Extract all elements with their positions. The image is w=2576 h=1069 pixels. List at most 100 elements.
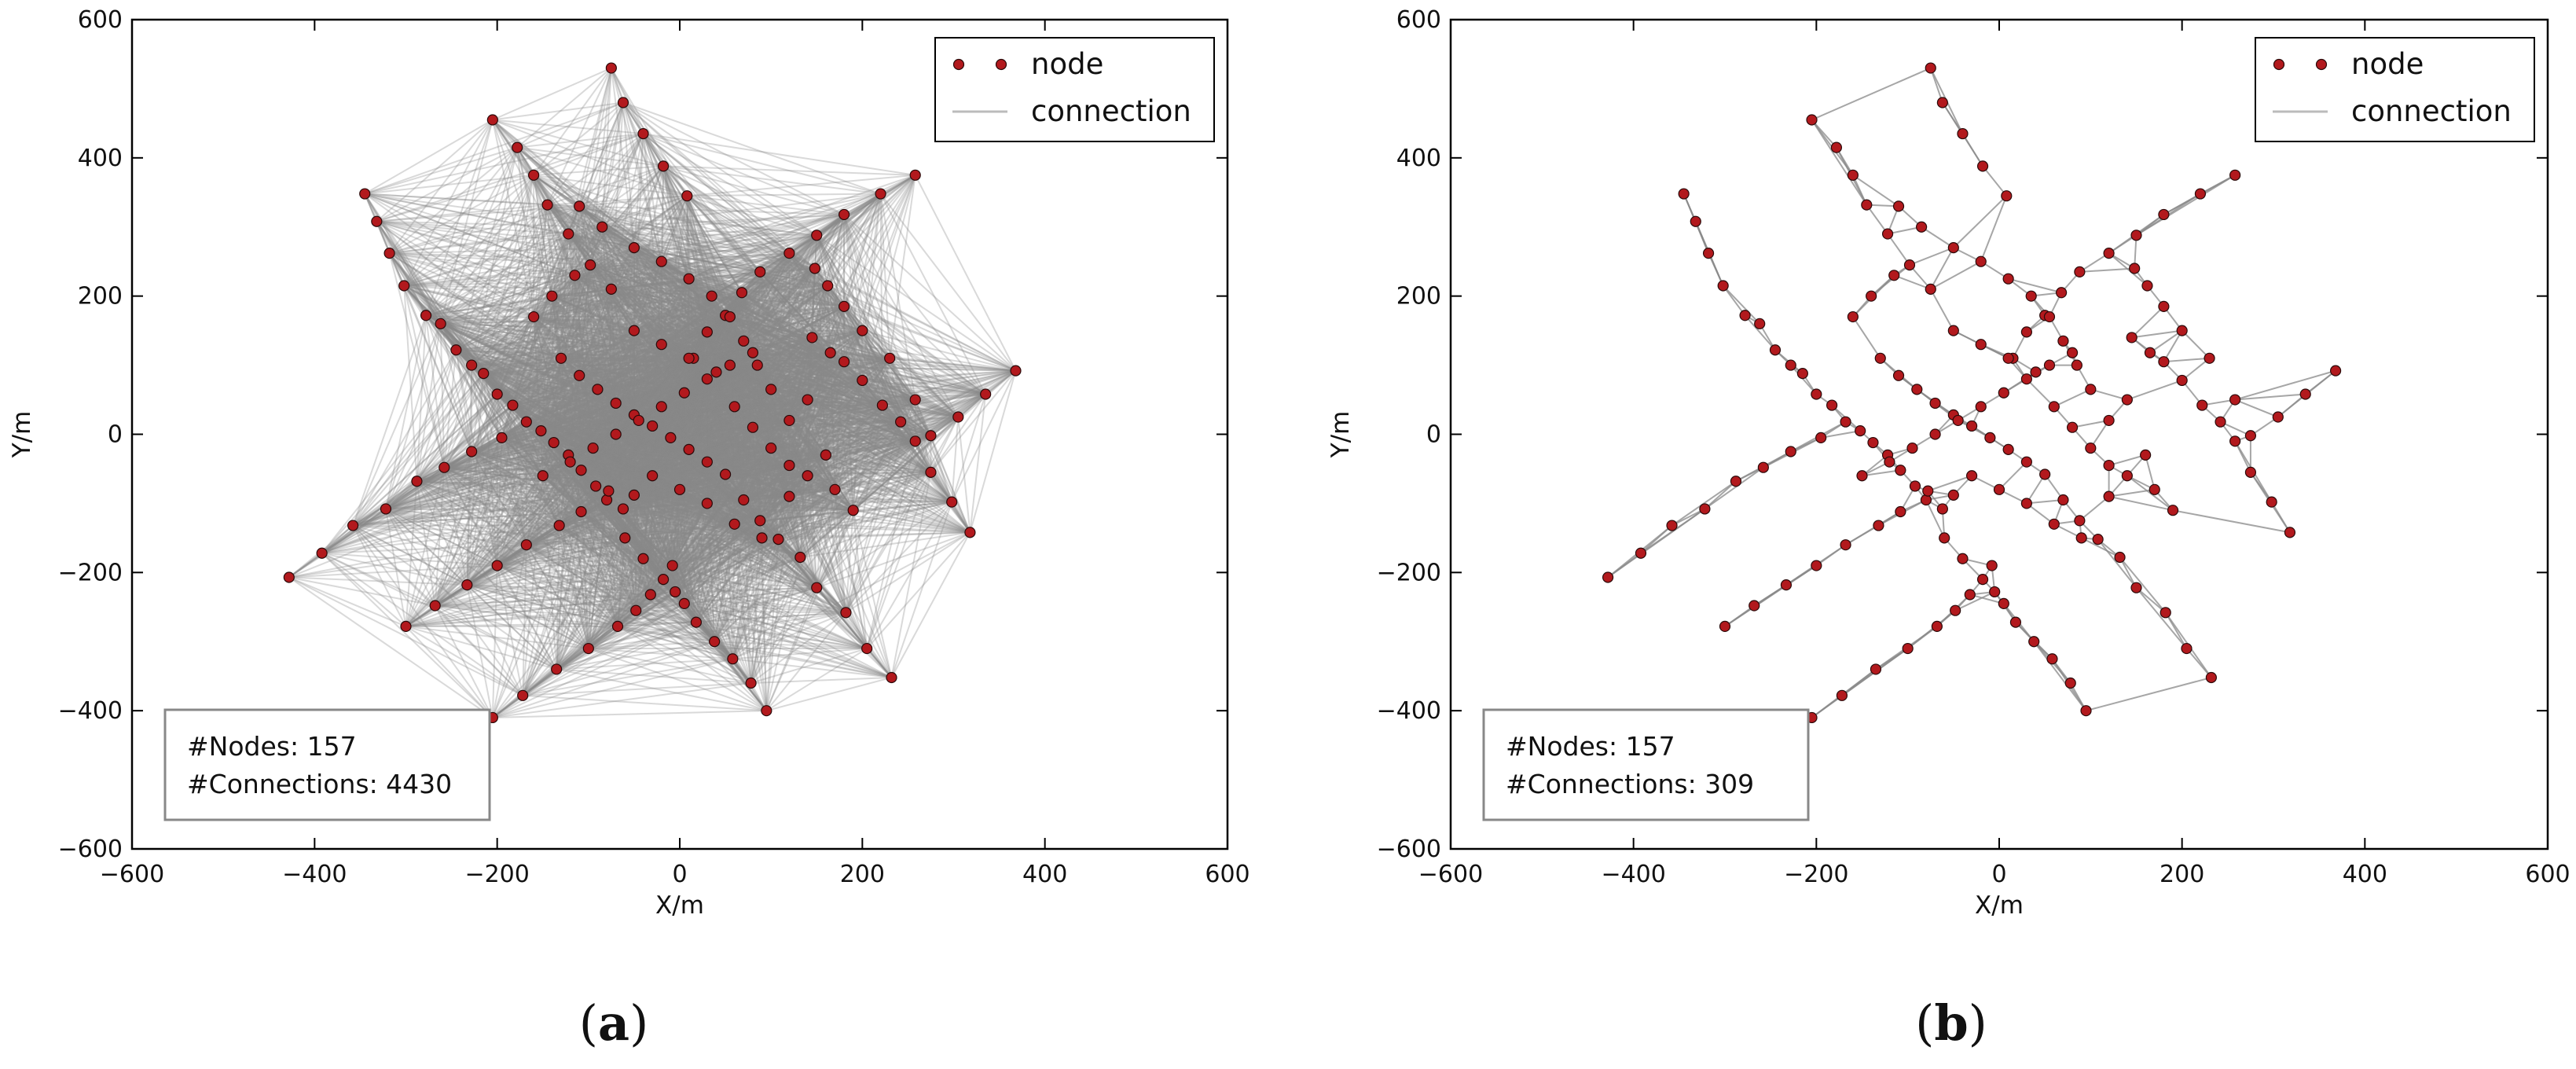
connection-line	[456, 349, 662, 408]
connection-line	[497, 292, 743, 395]
connection-line	[455, 295, 552, 351]
connection-line	[642, 133, 708, 332]
connection-line	[352, 314, 427, 526]
connection-line	[533, 67, 612, 176]
connection-line	[471, 205, 581, 366]
connection-line	[365, 193, 548, 206]
connection-line	[483, 373, 594, 449]
connection-line	[483, 351, 754, 375]
connection-line	[388, 252, 485, 374]
connection-line	[568, 233, 817, 237]
connection-line	[601, 102, 624, 227]
connection-line	[455, 233, 569, 351]
connection-line	[512, 404, 555, 443]
connection-line	[663, 165, 916, 176]
connection-line	[516, 101, 624, 149]
connection-line	[547, 204, 790, 255]
connection-line	[389, 252, 612, 290]
connection-line	[610, 288, 672, 439]
connection-line	[589, 264, 726, 317]
connection-line	[686, 195, 772, 390]
connection-line	[483, 274, 576, 374]
connection-line	[589, 264, 809, 401]
connection-line	[589, 264, 731, 318]
connection-line	[551, 102, 624, 297]
connection-line	[611, 288, 744, 342]
connection-line	[546, 204, 612, 290]
connection-line	[567, 233, 617, 404]
connection-line	[512, 292, 743, 406]
connection-line	[512, 343, 662, 406]
connection-line	[568, 233, 761, 273]
connection-line	[352, 349, 457, 527]
connection-line	[596, 195, 688, 390]
connection-line	[365, 193, 635, 249]
connection-line	[425, 314, 662, 408]
connection-line	[611, 195, 688, 290]
connection-line	[574, 165, 664, 276]
connection-line	[546, 204, 599, 390]
connection-line	[471, 364, 681, 490]
connection-line	[611, 288, 863, 332]
connection-line	[567, 264, 592, 455]
connection-line	[606, 288, 612, 501]
connection-line	[526, 331, 708, 423]
connection-line	[589, 264, 791, 421]
connection-line	[512, 404, 671, 439]
connection-line	[610, 68, 635, 248]
connection-line	[533, 133, 644, 318]
connection-line	[376, 133, 644, 222]
connection-line	[365, 133, 644, 195]
connection-line	[610, 288, 617, 435]
connection-line	[440, 322, 717, 373]
connection-line	[483, 373, 607, 501]
connection-line	[526, 421, 616, 435]
connection-line	[389, 252, 662, 263]
connection-line	[440, 322, 598, 391]
connection-line	[601, 226, 612, 290]
connection-line	[589, 264, 617, 404]
connection-line	[574, 68, 612, 276]
connection-line	[352, 404, 514, 527]
connection-line	[589, 264, 744, 342]
connection-line	[456, 340, 744, 351]
connection-line	[364, 119, 494, 195]
connection-line	[610, 68, 624, 103]
connection-line	[526, 421, 744, 501]
connection-line	[471, 394, 498, 452]
connection-line	[472, 331, 707, 366]
connection-line	[567, 233, 599, 390]
connection-line	[526, 421, 671, 439]
connection-line	[425, 147, 519, 316]
connection-line	[497, 260, 662, 395]
connection-line	[512, 404, 639, 421]
connection-line	[496, 274, 576, 395]
connection-line	[595, 288, 612, 487]
connection-line	[642, 133, 662, 262]
connection-line	[589, 264, 708, 463]
connection-line	[496, 394, 560, 526]
connection-line	[440, 322, 694, 359]
connection-line	[440, 322, 617, 404]
connection-line	[567, 233, 731, 366]
connection-line	[403, 285, 527, 423]
connection-line	[547, 204, 690, 280]
connection-line	[425, 233, 569, 317]
connection-line	[425, 314, 562, 359]
connection-line	[471, 364, 662, 408]
connection-line	[526, 314, 726, 423]
connection-line	[492, 101, 624, 121]
connection-line	[440, 322, 580, 377]
connection-line	[471, 316, 731, 366]
connection-line	[567, 233, 708, 333]
connection-line	[471, 364, 616, 404]
connection-line	[590, 264, 828, 287]
connection-line	[455, 349, 690, 450]
connection-line	[425, 119, 494, 316]
connection-line	[533, 174, 708, 333]
connection-line	[512, 357, 694, 406]
connection-line	[516, 147, 592, 266]
connection-line	[611, 288, 772, 391]
connection-line	[568, 233, 828, 287]
connection-line	[567, 165, 664, 235]
